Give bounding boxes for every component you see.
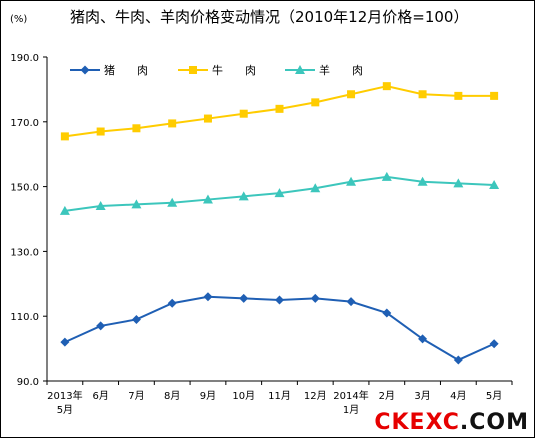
watermark-part-2: .COM <box>459 410 529 435</box>
data-point <box>418 334 428 344</box>
legend-label: 牛 肉 <box>212 63 256 77</box>
data-point <box>95 201 106 211</box>
data-point <box>60 132 69 141</box>
watermark-logo: CKEXC.COM <box>374 412 529 434</box>
axes: 190.0 170.0 150.0 130.0 110.0 90.0 2013年 5月 6月 7月… <box>10 53 513 416</box>
data-point <box>131 314 141 324</box>
data-point <box>239 293 249 303</box>
x-tick-label: 2013年 <box>47 389 82 402</box>
x-tick-label: 5月 <box>57 404 73 416</box>
y-tick-label: 110.0 <box>10 312 39 323</box>
data-point <box>417 176 428 186</box>
data-point <box>382 82 391 91</box>
data-point <box>295 65 305 74</box>
chart-title: 猪肉、牛肉、羊肉价格变动情况（2010年12月价格=100） <box>70 8 468 26</box>
x-tick-label: 12月 <box>304 390 327 402</box>
x-tick-label: 2月 <box>379 390 395 402</box>
y-tick-label: 150.0 <box>10 183 39 194</box>
data-point <box>382 308 392 318</box>
data-point <box>167 197 178 207</box>
watermark-part-1: CKEXC <box>374 410 460 435</box>
y-tick-label: 90.0 <box>17 377 39 388</box>
data-point <box>275 295 284 305</box>
legend-label: 猪 肉 <box>104 64 148 77</box>
data-point <box>131 199 142 209</box>
x-tick-label: 3月 <box>414 390 430 402</box>
y-tick-label: 130.0 <box>10 247 39 258</box>
data-point <box>489 339 499 349</box>
data-point <box>490 91 499 100</box>
data-point <box>346 297 356 307</box>
data-point <box>96 321 106 331</box>
data-point <box>202 194 213 204</box>
data-point <box>310 183 321 193</box>
legend: 猪 肉牛 肉羊 肉 <box>70 63 363 77</box>
data-point <box>167 298 177 308</box>
x-tick-label: 7月 <box>128 390 144 402</box>
data-point <box>59 205 70 215</box>
data-point <box>203 114 212 123</box>
series-group <box>60 82 499 141</box>
data-point <box>60 337 70 347</box>
data-point <box>203 292 213 302</box>
y-axis-unit: (%) <box>10 14 27 25</box>
x-tick-label: 5月 <box>486 390 502 402</box>
data-point <box>489 179 500 189</box>
data-point <box>239 109 248 118</box>
x-tick-label: 6月 <box>92 390 108 402</box>
x-tick-label: 1月 <box>343 404 359 416</box>
series-line <box>64 295 495 362</box>
data-point <box>453 178 464 188</box>
data-point <box>168 119 177 128</box>
x-tick-label: 8月 <box>164 390 180 402</box>
series-group <box>59 171 500 215</box>
data-point <box>453 355 463 365</box>
series-group <box>60 292 499 365</box>
data-point <box>96 127 105 136</box>
data-point <box>80 65 90 75</box>
data-point <box>418 90 427 99</box>
x-tick-label: 2014年 <box>333 389 368 402</box>
x-tick-label: 11月 <box>268 390 291 402</box>
data-point <box>381 171 392 181</box>
x-tick-label: 4月 <box>450 390 466 402</box>
y-tick-label: 170.0 <box>10 118 39 129</box>
data-point <box>132 124 141 133</box>
data-point <box>311 98 320 107</box>
x-tick-label: 10月 <box>232 390 255 402</box>
x-tick-label: 9月 <box>200 390 216 402</box>
data-point <box>347 90 356 99</box>
data-point <box>238 191 249 201</box>
data-point <box>454 91 463 100</box>
data-point <box>310 293 320 303</box>
data-point <box>275 104 284 113</box>
y-tick-label: 190.0 <box>10 53 39 64</box>
series-layer <box>59 82 500 365</box>
legend-label: 羊 肉 <box>319 63 363 77</box>
data-point <box>189 66 197 74</box>
data-point <box>274 188 285 198</box>
data-point <box>346 176 357 186</box>
